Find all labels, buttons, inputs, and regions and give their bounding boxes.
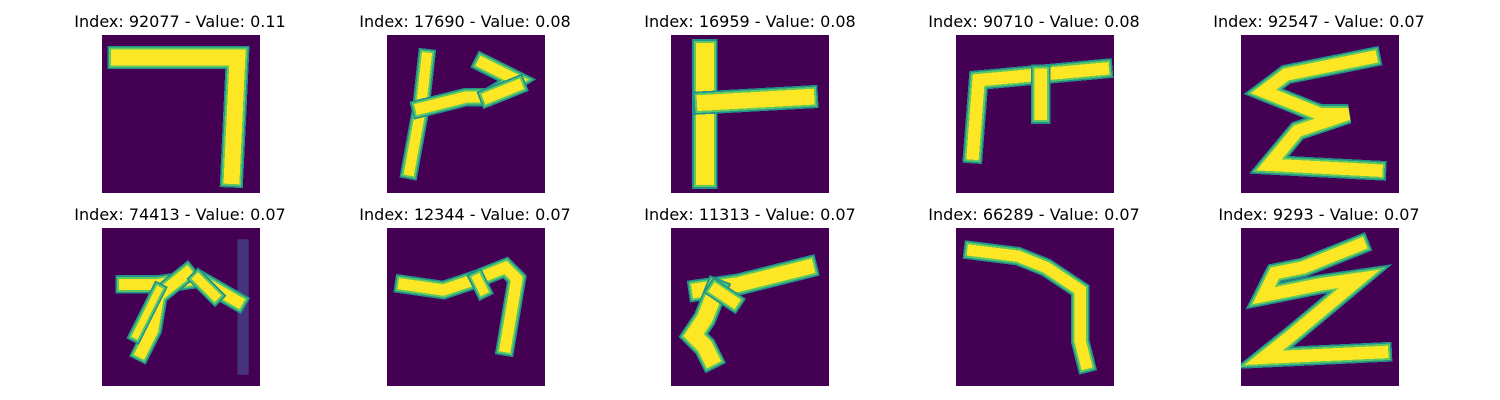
glyph-stroke	[966, 62, 1110, 161]
glyph-stroke	[696, 88, 815, 112]
image-panel	[1241, 228, 1399, 386]
glyph-image	[956, 35, 1114, 193]
image-panel	[102, 228, 260, 386]
glyph-stroke	[397, 260, 523, 353]
glyph-stroke	[1244, 236, 1389, 365]
panel-title: Index: 11313 - Value: 0.07	[644, 205, 856, 224]
panel-title: Index: 90710 - Value: 0.08	[928, 12, 1140, 31]
panel-title: Index: 92547 - Value: 0.07	[1213, 12, 1425, 31]
panel-title: Index: 16959 - Value: 0.08	[644, 12, 856, 31]
panel-title: Index: 66289 - Value: 0.07	[928, 205, 1140, 224]
panel-title: Index: 17690 - Value: 0.08	[359, 12, 571, 31]
glyph-image	[671, 35, 829, 193]
glyph-stroke	[966, 244, 1093, 371]
image-panel	[387, 228, 545, 386]
glyph-stroke	[708, 282, 741, 310]
glyph-image	[671, 228, 829, 386]
glyph-stroke	[133, 265, 195, 360]
glyph-image	[387, 228, 545, 386]
glyph-image	[956, 228, 1114, 386]
image-panel	[387, 35, 545, 193]
glyph-stroke	[1251, 50, 1383, 177]
image-panel	[671, 35, 829, 193]
glyph-stroke	[191, 272, 222, 303]
glyph-image	[1241, 228, 1399, 386]
panel-title: Index: 12344 - Value: 0.07	[359, 205, 571, 224]
image-panel	[671, 228, 829, 386]
image-panel	[1241, 35, 1399, 193]
glyph-image	[102, 228, 260, 386]
panel-title: Index: 74413 - Value: 0.07	[74, 205, 286, 224]
image-panel	[102, 35, 260, 193]
glyph-stroke	[471, 272, 489, 297]
glyph-stroke	[683, 279, 727, 369]
glyph-stroke	[111, 49, 246, 185]
glyph-image	[1241, 35, 1399, 193]
glyph-image	[387, 35, 545, 193]
image-panel	[956, 228, 1114, 386]
glyph-stroke	[481, 78, 525, 105]
image-panel	[956, 35, 1114, 193]
panel-title: Index: 92077 - Value: 0.11	[74, 12, 286, 31]
glyph-stroke	[131, 285, 163, 340]
panel-title: Index: 9293 - Value: 0.07	[1218, 205, 1420, 224]
glyph-image	[102, 35, 260, 193]
